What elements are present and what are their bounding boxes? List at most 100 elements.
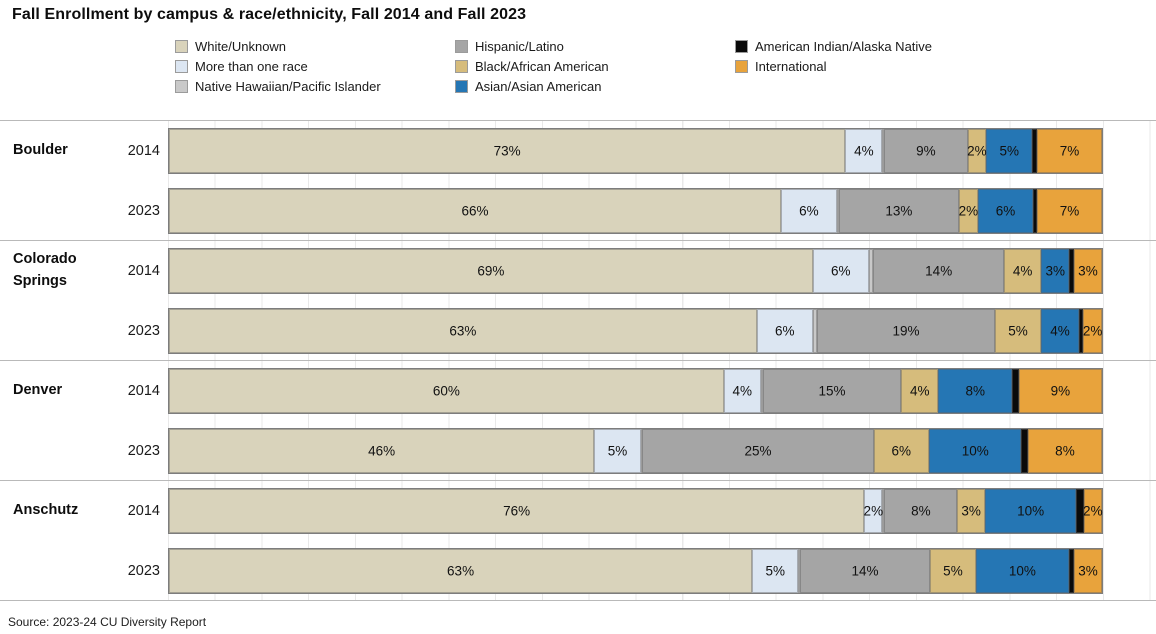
segment-international: 2%	[1083, 489, 1103, 533]
segment-native-hawaiian-pacific-islander	[798, 549, 801, 593]
segment-more-than-one-race: 4%	[723, 369, 761, 413]
segment-value-label: 60%	[432, 383, 460, 399]
segment-value-label: 19%	[892, 323, 920, 339]
segment-value-label: 3%	[1045, 263, 1066, 279]
legend-swatch-asian-asian-american	[455, 79, 468, 93]
year-label: 2014	[127, 143, 160, 159]
segment-value-label: 6%	[995, 203, 1016, 219]
segment-black-african-american: 4%	[901, 369, 939, 413]
campus-label: Colorado Springs	[13, 251, 77, 289]
segment-hispanic-latino: 14%	[873, 249, 1004, 293]
group-separator	[0, 120, 1156, 121]
segment-asian-asian-american: 3%	[1041, 249, 1070, 293]
segment-asian-asian-american: 8%	[938, 369, 1013, 413]
segment-native-hawaiian-pacific-islander	[640, 429, 643, 473]
segment-american-indian-alaska-native	[1033, 189, 1038, 233]
segment-value-label: 10%	[961, 443, 989, 459]
segment-value-label: 2%	[958, 203, 979, 219]
legend-label: Native Hawaiian/Pacific Islander	[195, 78, 381, 94]
year-label: 2023	[127, 323, 160, 339]
bar-anschutz-2023: 63% 5% 14% 5% 10% 3%	[168, 548, 1103, 594]
segment-white-unknown: 60%	[169, 369, 724, 413]
segment-value-label: 73%	[493, 143, 521, 159]
segment-asian-asian-american: 10%	[984, 489, 1077, 533]
year-label: 2023	[127, 563, 160, 579]
segment-native-hawaiian-pacific-islander	[836, 189, 839, 233]
segment-value-label: 4%	[1012, 263, 1033, 279]
legend-column: American Indian/Alaska Native Internation…	[735, 36, 1015, 96]
campus-block-colorado-springs: Colorado Springs 2014 69% 6% 14% 4% 3% 3% 2023 63…	[0, 240, 1156, 360]
year-label: 2014	[127, 263, 160, 279]
segment-value-label: 63%	[449, 323, 477, 339]
segment-value-label: 3%	[1078, 563, 1098, 579]
bar-denver-2023: 46% 5% 25% 6% 10% 8%	[168, 428, 1103, 474]
segment-value-label: 9%	[916, 143, 936, 159]
legend-column: White/Unknown More than one race Native Ha…	[175, 36, 455, 96]
segment-value-label: 5%	[999, 143, 1020, 159]
segment-white-unknown: 46%	[169, 429, 595, 473]
segment-more-than-one-race: 6%	[812, 249, 869, 293]
segment-value-label: 5%	[1008, 323, 1028, 339]
segment-value-label: 6%	[799, 203, 819, 219]
segment-white-unknown: 69%	[169, 249, 813, 293]
legend-swatch-hispanic-latino	[455, 39, 468, 53]
segment-native-hawaiian-pacific-islander	[882, 129, 885, 173]
group-separator	[0, 600, 1156, 601]
year-label: 2014	[127, 383, 160, 399]
segment-native-hawaiian-pacific-islander	[882, 489, 885, 533]
legend-swatch-american-indian-alaska-native	[735, 39, 748, 53]
group-separator	[0, 240, 1156, 241]
segment-value-label: 4%	[854, 143, 874, 159]
segment-value-label: 6%	[775, 323, 795, 339]
segment-value-label: 63%	[447, 563, 475, 579]
bar-colorado-springs-2023: 63% 6% 19% 5% 4% 2%	[168, 308, 1103, 354]
segment-value-label: 14%	[851, 563, 879, 579]
segment-international: 3%	[1073, 249, 1102, 293]
legend-item-more-than-one-race: More than one race	[175, 56, 455, 76]
page-title: Fall Enrollment by campus & race/ethnici…	[12, 6, 527, 23]
segment-value-label: 6%	[830, 263, 851, 279]
segment-international: 2%	[1083, 309, 1102, 353]
segment-hispanic-latino: 19%	[817, 309, 995, 353]
segment-black-african-american: 2%	[959, 189, 978, 233]
legend: White/Unknown More than one race Native Ha…	[175, 36, 1015, 96]
segment-hispanic-latino: 15%	[762, 369, 902, 413]
group-separator	[0, 360, 1156, 361]
segment-value-label: 25%	[744, 443, 772, 459]
segment-value-label: 7%	[1059, 143, 1080, 159]
segment-american-indian-alaska-native	[1076, 489, 1084, 533]
legend-item-american-indian-alaska-native: American Indian/Alaska Native	[735, 36, 1015, 56]
segment-american-indian-alaska-native	[1021, 429, 1028, 473]
segment-international: 3%	[1074, 549, 1102, 593]
legend-item-asian-asian-american: Asian/Asian American	[455, 76, 735, 96]
segment-value-label: 3%	[1078, 263, 1098, 279]
segment-asian-asian-american: 5%	[986, 129, 1033, 173]
bar-denver-2014: 60% 4% 15% 4% 8% 9%	[168, 368, 1103, 414]
segment-more-than-one-race: 6%	[781, 189, 837, 233]
legend-item-black-african-american: Black/African American	[455, 56, 735, 76]
segment-value-label: 6%	[891, 443, 912, 459]
segment-value-label: 5%	[765, 563, 786, 579]
legend-item-hispanic-latino: Hispanic/Latino	[455, 36, 735, 56]
campus-label: Anschutz	[13, 502, 79, 519]
segment-value-label: 15%	[818, 383, 846, 399]
legend-item-international: International	[735, 56, 1015, 76]
segment-black-african-american: 4%	[1004, 249, 1042, 293]
legend-label: Black/African American	[475, 58, 609, 74]
bar-colorado-springs-2014: 69% 6% 14% 4% 3% 3%	[168, 248, 1103, 294]
year-label: 2023	[127, 443, 160, 459]
segment-black-african-american: 3%	[957, 489, 985, 533]
segment-more-than-one-race: 6%	[756, 309, 813, 353]
campus-block-boulder: Boulder 2014 73% 4% 9% 2% 5% 7% 2023 66% 6% 13% 2% 6%…	[0, 120, 1156, 240]
segment-value-label: 3%	[961, 503, 981, 519]
segment-value-label: 4%	[910, 383, 930, 399]
segment-hispanic-latino: 9%	[884, 129, 968, 173]
segment-international: 8%	[1027, 429, 1102, 473]
legend-column: Hispanic/Latino Black/African American Asi…	[455, 36, 735, 96]
segment-american-indian-alaska-native	[1012, 369, 1019, 413]
campus-label: Denver	[13, 382, 63, 399]
segment-asian-asian-american: 10%	[929, 429, 1022, 473]
legend-swatch-international	[735, 59, 748, 73]
segment-value-label: 14%	[925, 263, 953, 279]
segment-white-unknown: 66%	[169, 189, 782, 233]
